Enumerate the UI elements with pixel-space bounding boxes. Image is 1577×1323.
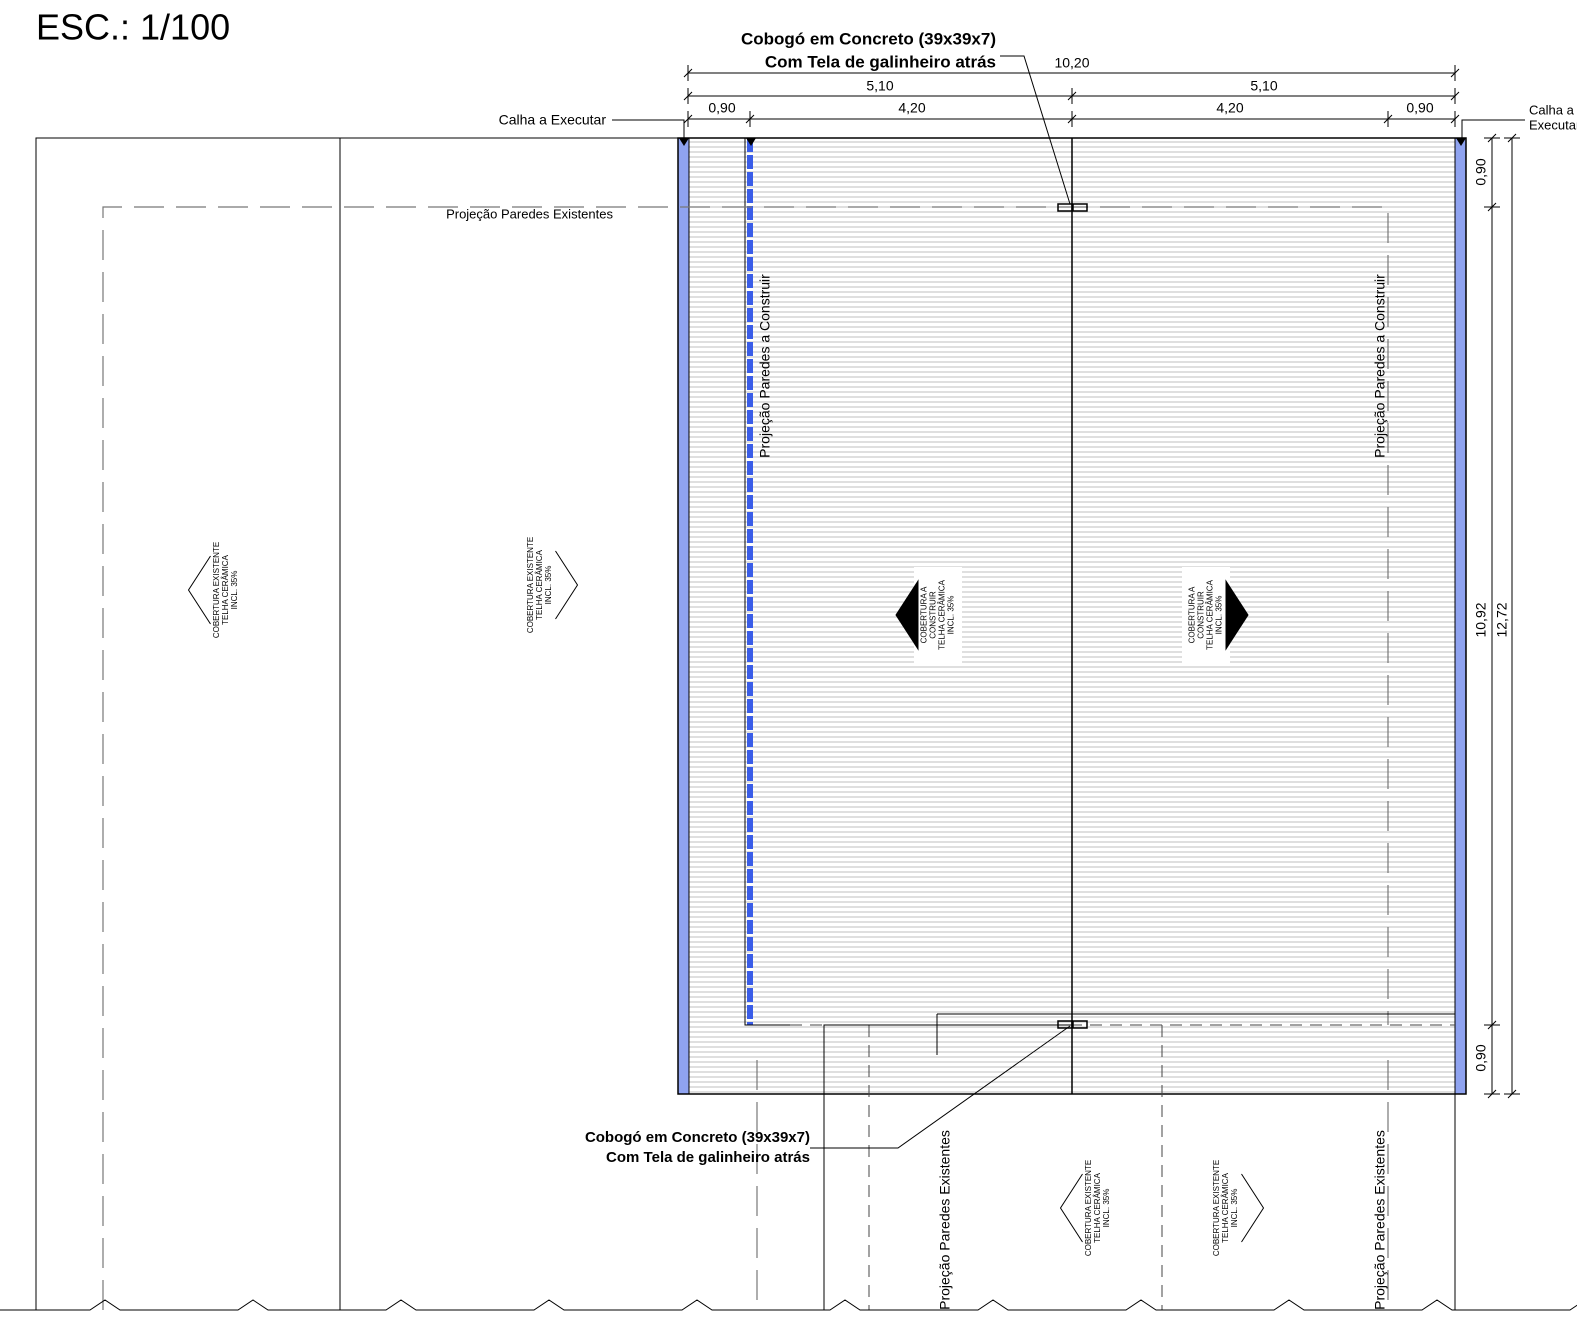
dimension: 0,90 [708, 100, 735, 116]
existing-wall-projection [790, 1024, 1455, 1310]
roof-text: TELHA CERÂMICA [938, 579, 947, 649]
new-wall-edge [744, 138, 790, 1026]
roof-text: COBERTURA A [1188, 586, 1197, 643]
leader [810, 55, 1071, 1149]
dimension-tick [1484, 1020, 1500, 1030]
roof-text: TELHA CERÂMICA [1206, 579, 1215, 649]
roof-text: INCL. 35% [544, 566, 553, 605]
roof-text: TELHA CERÂMICA [1093, 1172, 1102, 1242]
roof-text: COBERTURA EXISTENTE [526, 537, 535, 633]
leader [612, 119, 1525, 138]
roof-text: COBERTURA EXISTENTE [1084, 1160, 1093, 1256]
dimension-tick [1067, 88, 1077, 104]
wall-label: Projeção Paredes a Construir [757, 274, 773, 458]
slope-arrow [1059, 1173, 1083, 1243]
dimension-tick [683, 111, 693, 127]
dimension: 0,90 [1406, 100, 1433, 116]
existing-outline [35, 137, 678, 1310]
dimension-tick [1067, 111, 1077, 127]
roof-text: INCL. 35% [947, 596, 956, 635]
gutter [677, 137, 690, 1095]
slope-arrow [1241, 1173, 1265, 1243]
dimension-tick [1484, 1089, 1500, 1099]
roof-label: COBERTURA EXISTENTE TELHA CERÂMICA INCL. 3… [1059, 1160, 1111, 1256]
cobogo [1072, 1020, 1088, 1029]
roof-label: COBERTURA EXISTENTE TELHA CERÂMICA INCL. 3… [187, 542, 239, 638]
dimension: 0,90 [1473, 1044, 1489, 1071]
roof-text: COBERTURA EXISTENTE [1212, 1160, 1221, 1256]
roof-text: INCL. 35% [1215, 596, 1224, 635]
wall-label: Projeção Paredes Existentes [446, 206, 613, 221]
existing-wall-projection [102, 206, 1389, 1310]
scale: ESC.: 1/100 [36, 7, 230, 48]
dimension-tick [1504, 1089, 1520, 1099]
existing-edges [823, 1013, 1456, 1310]
cobogo [1072, 203, 1088, 212]
gutter [1454, 137, 1467, 1095]
callout: Cobogó em Concreto (39x39x7) [741, 29, 996, 48]
roof-text: COBERTURA A [920, 586, 929, 643]
roof-label: COBERTURA EXISTENTE TELHA CERÂMICA INCL. 3… [1212, 1160, 1265, 1256]
callout: Cobogó em Concreto (39x39x7) [585, 1129, 810, 1146]
break-line [0, 1299, 1577, 1311]
label-bg [914, 567, 962, 663]
existing-wall-projection [756, 1060, 1389, 1310]
dimension: 12,72 [1494, 602, 1510, 637]
dimension-tick [745, 111, 755, 127]
roof-text: INCL. 35% [1102, 1189, 1111, 1228]
roof-text: CONSTRUIR [929, 591, 938, 639]
roof-text: TELHA CERÂMICA [1221, 1172, 1230, 1242]
dimension: 5,10 [866, 78, 893, 94]
callout: Calha a [1529, 102, 1575, 117]
label-bg [1182, 567, 1230, 663]
slope-arrow [895, 579, 919, 651]
dimension-tick [1450, 88, 1460, 104]
dimension-tick [1484, 202, 1500, 212]
dimension: 4,20 [898, 100, 925, 116]
callout: Com Tela de galinheiro atrás [606, 1149, 810, 1166]
dimension-tick [1504, 133, 1520, 143]
dimension: 0,90 [1473, 158, 1489, 185]
slope-arrow [1225, 579, 1249, 651]
cobogo [1057, 203, 1073, 212]
dimension-lines [683, 65, 1520, 1099]
roof-text: TELHA CERÂMICA [221, 554, 230, 624]
callout: Com Tela de galinheiro atrás [765, 52, 996, 71]
roof-text: CONSTRUIR [1197, 591, 1206, 639]
roof-label: COBERTURA A CONSTRUIR TELHA CERÂMICA INCL. … [895, 567, 962, 663]
cobogo [1057, 1020, 1073, 1029]
roof-text: COBERTURA EXISTENTE [212, 542, 221, 638]
roof-label: COBERTURA A CONSTRUIR TELHA CERÂMICA INCL. … [1182, 567, 1249, 663]
dimension: 10,20 [1054, 55, 1089, 71]
roof-text: INCL. 35% [1230, 1189, 1239, 1228]
callout: Executar [1529, 117, 1577, 132]
dimension: 5,10 [1250, 78, 1277, 94]
callout: Calha a Executar [499, 112, 607, 128]
dimension: 10,92 [1473, 602, 1489, 637]
dimension-tick [1450, 111, 1460, 127]
roof-label: COBERTURA EXISTENTE TELHA CERÂMICA INCL. 3… [526, 537, 579, 633]
dimension-tick [1484, 133, 1500, 143]
roof-text: TELHA CERÂMICA [535, 549, 544, 619]
wall-label: Projeção Paredes Existentes [937, 1130, 953, 1310]
wall-label: Projeção Paredes a Construir [1372, 274, 1388, 458]
dimension-tick [683, 88, 693, 104]
slope-arrow [187, 555, 211, 625]
slope-arrow [555, 550, 579, 620]
dimension-tick [1383, 111, 1393, 127]
dimension: 4,20 [1216, 100, 1243, 116]
dimension-tick [1450, 65, 1460, 81]
roof-text: INCL. 35% [230, 571, 239, 610]
dimension-tick [683, 65, 693, 81]
wall-label: Projeção Paredes Existentes [1372, 1130, 1388, 1310]
